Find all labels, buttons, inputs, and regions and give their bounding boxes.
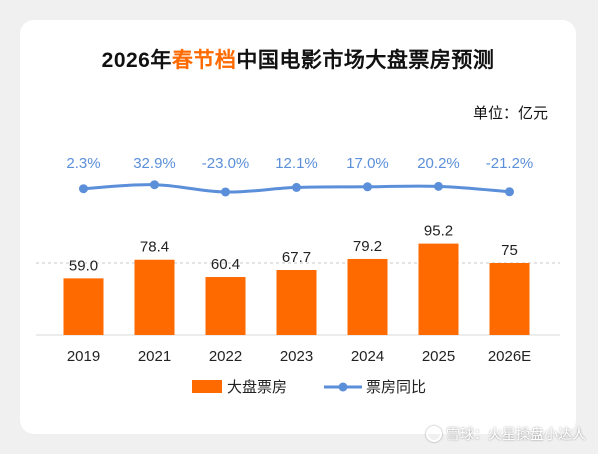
yoy-label-2026E: -21.2%: [486, 155, 534, 172]
yoy-point-2026E: [505, 187, 514, 197]
watermark-text: 雪球：火星操盘小达人: [446, 426, 586, 442]
yoy-label-2022: -23.0%: [202, 155, 250, 172]
legend-line-label: 票房同比: [366, 379, 426, 396]
bar-2019: [63, 278, 104, 335]
title-suffix: 中国电影市场大盘票房预测: [236, 49, 495, 72]
title-prefix: 2026年: [101, 49, 172, 72]
x-tick-label-2023: 2023: [280, 348, 313, 365]
x-tick-label-2019: 2019: [67, 348, 100, 365]
yoy-label-2025: 20.2%: [417, 155, 460, 172]
bar-label-2026E: 75: [501, 242, 518, 259]
yoy-label-2023: 12.1%: [275, 155, 318, 172]
bar-2022: [205, 277, 246, 335]
x-tick-label-2024: 2024: [351, 348, 384, 365]
yoy-label-2019: 2.3%: [66, 155, 100, 172]
yoy-label-2021: 32.9%: [133, 155, 176, 172]
legend-bar-swatch: [192, 380, 222, 393]
yoy-point-2021: [150, 180, 159, 190]
x-tick-label-2025: 2025: [422, 348, 455, 365]
yoy-point-2022: [221, 187, 230, 197]
yoy-label-2024: 17.0%: [346, 155, 389, 172]
watermark: 雪球：火星操盘小达人: [426, 424, 586, 444]
bar-label-2023: 67.7: [282, 249, 311, 266]
bar-label-2021: 78.4: [140, 239, 169, 256]
bar-2026E: [489, 263, 530, 335]
x-tick-label-2026E: 2026E: [488, 348, 531, 365]
yoy-point-2024: [363, 182, 372, 192]
bar-2023: [276, 270, 317, 335]
bar-label-2025: 95.2: [424, 223, 453, 240]
title-highlight: 春节档: [171, 49, 237, 72]
bar-label-2022: 60.4: [211, 256, 240, 273]
yoy-point-2025: [434, 181, 443, 191]
x-tick-label-2022: 2022: [209, 348, 242, 365]
unit-label: 单位：亿元: [472, 105, 548, 122]
x-tick-label-2021: 2021: [138, 348, 171, 365]
bar-2024: [347, 258, 388, 335]
bar-2025: [418, 243, 459, 335]
legend-bar-label: 大盘票房: [227, 378, 287, 396]
yoy-point-2019: [79, 184, 88, 194]
chart-card: [20, 20, 576, 434]
snowball-logo-icon: [426, 426, 442, 442]
bar-label-2019: 59.0: [69, 257, 98, 274]
bar-2021: [134, 259, 175, 335]
legend-line-marker: [338, 382, 348, 392]
bar-label-2024: 79.2: [353, 238, 382, 255]
yoy-point-2023: [292, 182, 301, 192]
chart-title: 2026年春节档中国电影市场大盘票房预测: [20, 44, 576, 74]
